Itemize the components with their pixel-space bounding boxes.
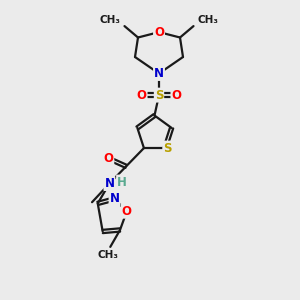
Text: O: O [171, 88, 182, 102]
Text: CH₃: CH₃ [98, 250, 118, 260]
Text: S: S [163, 142, 172, 154]
Text: CH₃: CH₃ [100, 15, 121, 25]
Text: CH₃: CH₃ [197, 15, 218, 25]
Text: S: S [155, 88, 163, 102]
Text: O: O [103, 152, 113, 165]
Text: O: O [154, 26, 164, 39]
Text: O: O [136, 88, 147, 102]
Text: N: N [104, 177, 114, 190]
Text: N: N [154, 67, 164, 80]
Text: N: N [110, 192, 119, 206]
Text: O: O [122, 205, 132, 218]
Text: H: H [117, 176, 127, 189]
